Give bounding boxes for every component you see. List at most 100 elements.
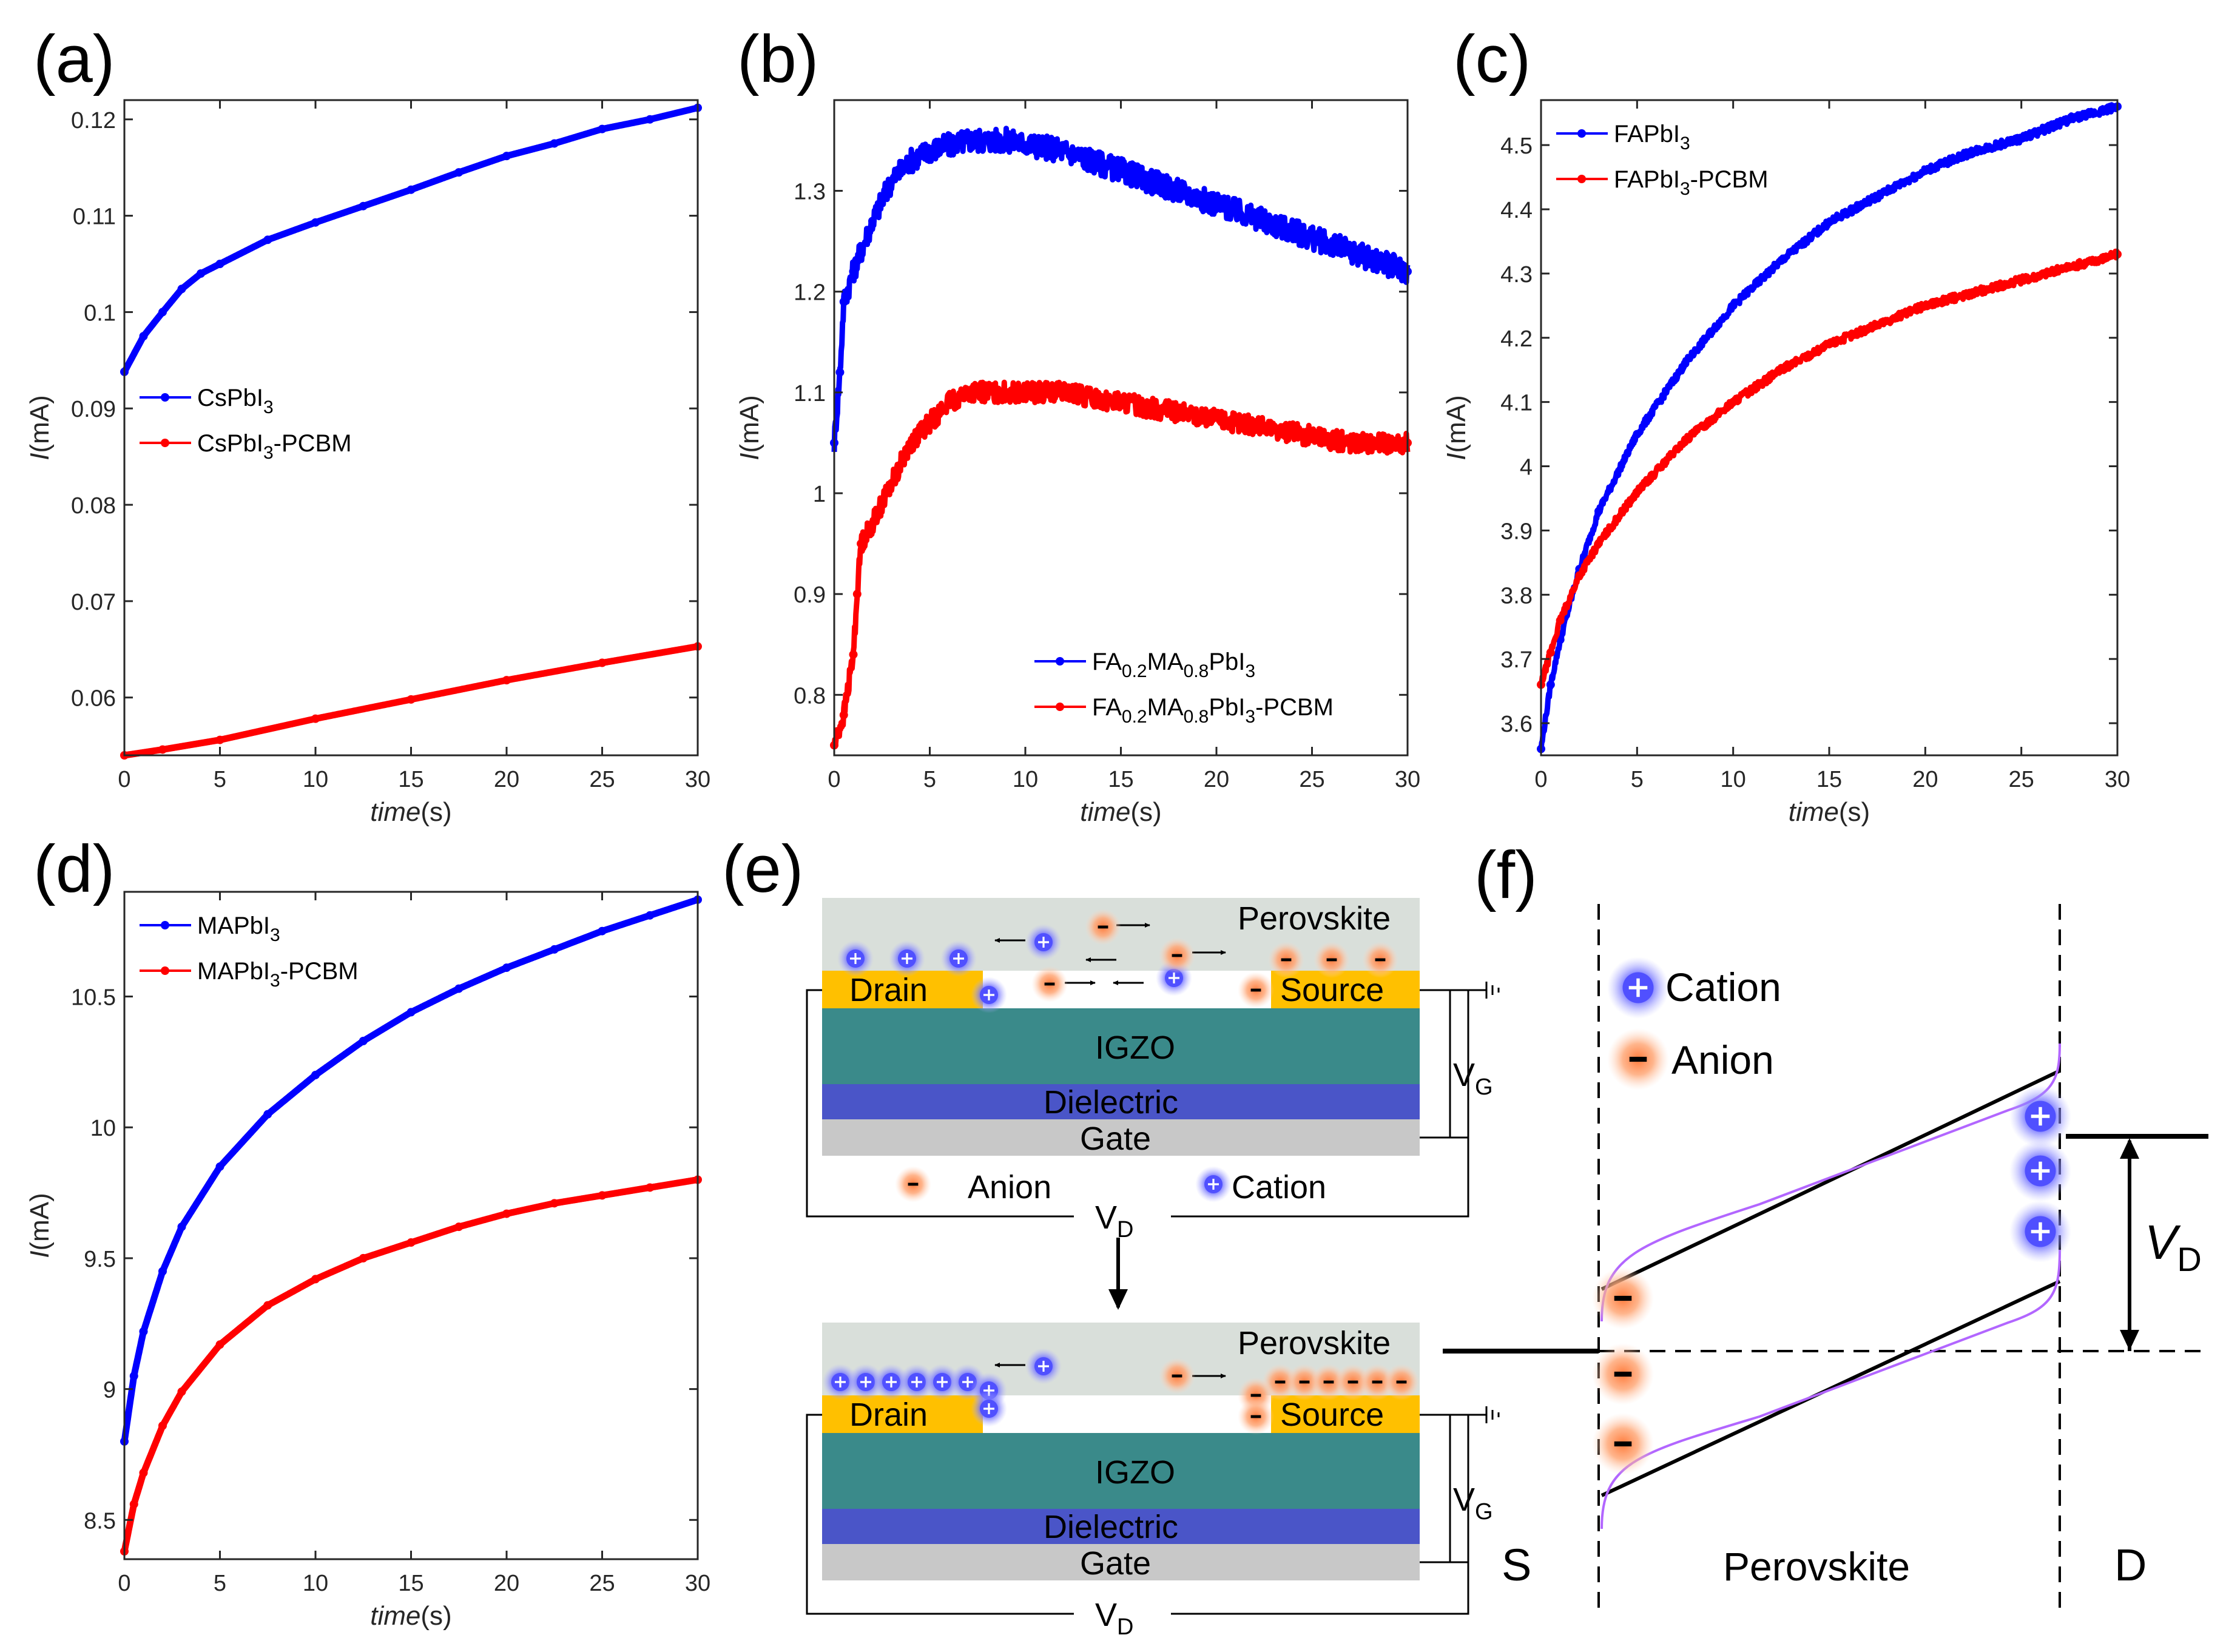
x-tick-label: 30	[1395, 767, 1420, 792]
data-point	[1594, 507, 1603, 516]
data-point	[1231, 418, 1240, 427]
legend-cation-label: Cation	[1232, 1169, 1326, 1205]
data-point	[887, 176, 896, 185]
igzo-label: IGZO	[1095, 1030, 1175, 1066]
legend-marker	[161, 439, 169, 447]
anion-icon	[1159, 937, 1195, 974]
data-point	[1921, 301, 1930, 310]
anion-icon	[1362, 942, 1398, 978]
y-tick-label: 9.5	[84, 1247, 116, 1272]
axes-box	[123, 99, 699, 757]
data-point	[311, 218, 320, 227]
y-tick-label: 9	[103, 1378, 116, 1403]
cation-icon	[2009, 1140, 2071, 1202]
x-tick-label: 15	[1108, 767, 1133, 792]
cation-icon	[940, 940, 977, 977]
data-point	[1681, 436, 1690, 445]
device-final: Perovskite Drain Source IGZO Dielectric …	[806, 1323, 1500, 1640]
cation-icon	[822, 1364, 858, 1400]
data-point	[129, 1500, 138, 1509]
data-point	[139, 1327, 148, 1336]
x-tick-label: 30	[2105, 767, 2130, 792]
series-CsPbI3	[120, 103, 702, 376]
x-tick-label: 15	[398, 1571, 423, 1596]
data-point	[887, 479, 896, 488]
y-tick-label: 4.2	[1500, 326, 1533, 352]
data-point	[158, 1421, 167, 1430]
data-point	[263, 1301, 272, 1310]
data-point	[197, 269, 205, 278]
data-point	[1116, 166, 1125, 175]
data-point	[963, 388, 973, 397]
x-tick-label: 5	[1631, 767, 1644, 792]
data-point	[1681, 359, 1690, 368]
data-point	[550, 1199, 559, 1208]
x-tick-label: 10	[303, 1571, 328, 1596]
ground-icon-2	[1468, 1406, 1500, 1423]
data-point	[406, 695, 416, 704]
anion-icon	[1314, 942, 1350, 978]
series-MAPbI3	[120, 895, 702, 1446]
y-tick-label: 3.6	[1500, 712, 1533, 737]
anion-icon	[1159, 1358, 1195, 1394]
x-tick-label: 0	[828, 767, 840, 792]
y-axis-label: I(mA)	[1442, 395, 1471, 460]
y-tick-label: 4.5	[1500, 133, 1533, 159]
x-tick-label: 0	[118, 1571, 130, 1596]
data-point	[1546, 648, 1555, 657]
data-point	[2017, 275, 2026, 285]
x-tick-label: 10	[1013, 767, 1038, 792]
y-tick-label: 4	[1520, 455, 1533, 480]
y-tick-label: 10.5	[71, 985, 116, 1011]
x-tick-label: 20	[1912, 767, 1938, 792]
data-point	[1776, 365, 1786, 374]
cation-icon	[971, 977, 1007, 1013]
data-point	[359, 1036, 368, 1045]
data-point	[359, 201, 368, 211]
gate-layer	[822, 1119, 1420, 1156]
series-MAPbI3-PCBM	[120, 1175, 702, 1556]
data-point	[215, 735, 224, 744]
ions-initial	[837, 909, 1398, 1202]
axes-box	[123, 891, 699, 1560]
cation-icon	[837, 940, 874, 977]
data-point	[454, 1222, 464, 1232]
data-point	[263, 235, 272, 244]
y-tick-label: 1	[813, 482, 826, 507]
panel-label-b: (b)	[737, 22, 818, 96]
data-point	[158, 308, 167, 317]
data-point	[1594, 539, 1603, 548]
panel-label-e: (e)	[722, 832, 803, 906]
x-tick-label: 25	[2009, 767, 2034, 792]
vg-wire	[1420, 989, 1468, 1139]
data-point	[925, 146, 934, 155]
anion-icon	[1592, 1267, 1654, 1329]
s-label: S	[1502, 1540, 1531, 1590]
data-point	[1556, 616, 1565, 625]
data-point	[945, 398, 953, 407]
ions-final	[822, 1348, 1420, 1435]
y-tick-label: 0.9	[794, 582, 826, 608]
legend: FA0.2MA0.8PbI3 FA0.2MA0.8PbI3-PCBM	[1034, 649, 1334, 727]
y-tick-label: 4.1	[1500, 391, 1533, 416]
bent-valence-band	[1600, 1249, 2061, 1529]
legend-anion-label-f: Anion	[1671, 1037, 1774, 1082]
x-tick-label: 25	[589, 1571, 615, 1596]
data-point	[1969, 288, 1978, 297]
perovskite-label-f: Perovskite	[1723, 1544, 1910, 1589]
vg-label-2: VG	[1453, 1482, 1493, 1525]
data-point	[1174, 186, 1182, 195]
y-tick-label: 4.4	[1500, 198, 1533, 223]
legend-label: FA0.2MA0.8PbI3	[1092, 649, 1255, 681]
diagram-e: Perovskite Drain Source IGZO Dielectric …	[806, 898, 1500, 1640]
vd-label: VD	[1095, 1199, 1133, 1242]
legend-label: CsPbI3-PCBM	[197, 430, 352, 463]
series-FA0.2MA0.8PbI3-PCBM	[830, 379, 1412, 750]
data-point	[868, 217, 877, 226]
vd-label-2: VD	[1095, 1597, 1133, 1640]
data-point	[857, 539, 866, 548]
data-point	[1776, 256, 1786, 265]
dielectric-layer	[822, 1084, 1420, 1119]
cation-icon	[873, 1364, 909, 1400]
data-point	[1729, 397, 1738, 406]
